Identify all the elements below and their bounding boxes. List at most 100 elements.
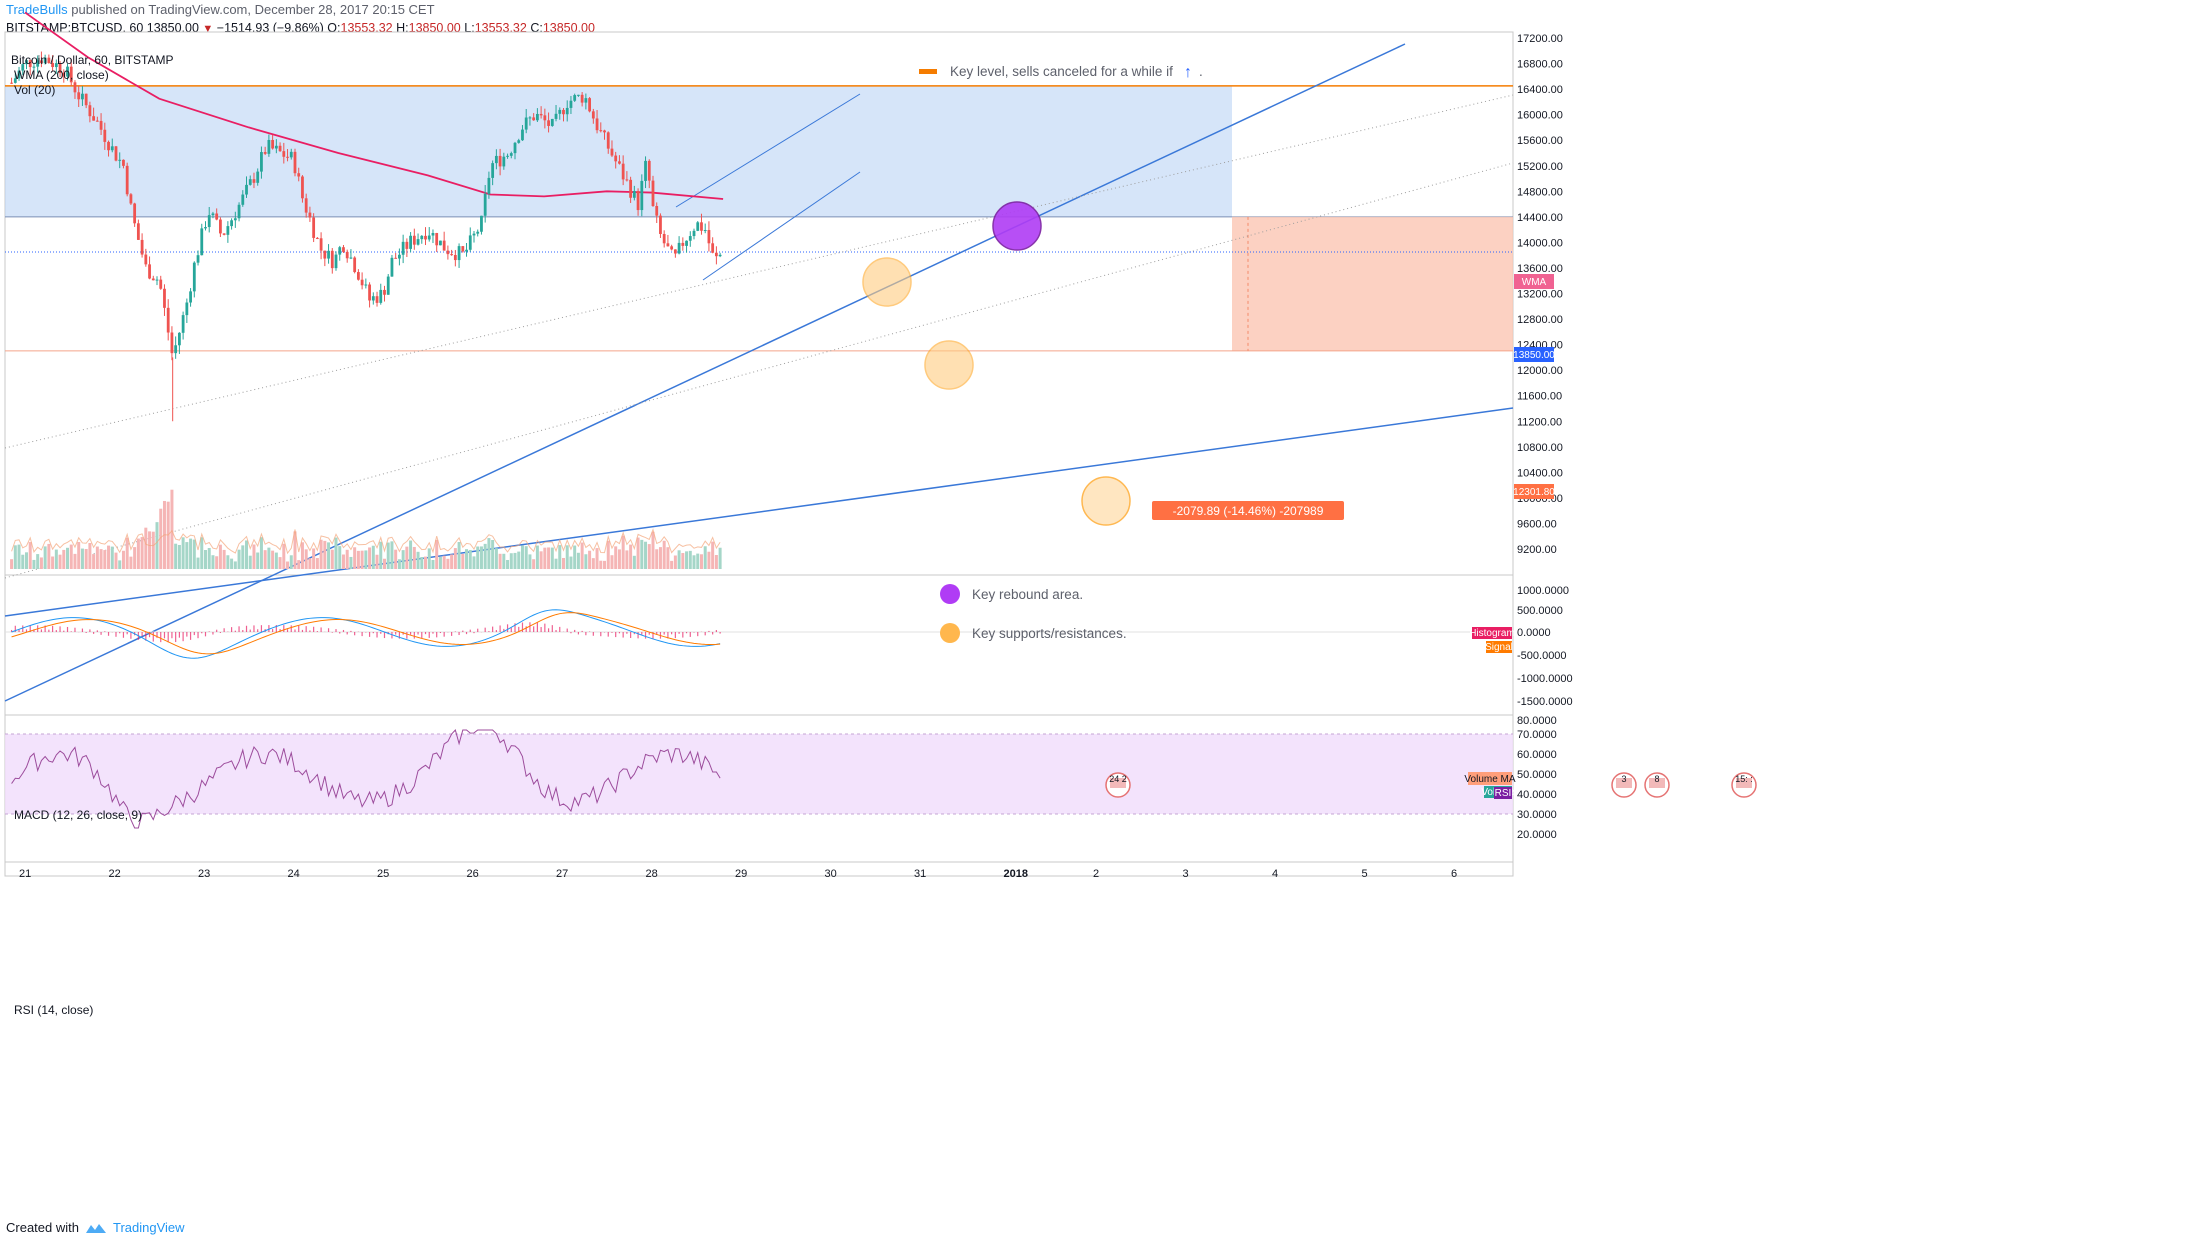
candle-body — [319, 238, 323, 251]
signal-line — [11, 612, 721, 655]
candle-body — [47, 57, 51, 64]
volume-bar — [73, 553, 77, 569]
volume-bar — [263, 550, 267, 569]
price-axis-tick: 9600.00 — [1517, 518, 1557, 530]
volume-bar — [524, 546, 528, 569]
price-axis-tick: 16400.00 — [1517, 84, 1563, 96]
time-axis-tick: 6 — [1451, 868, 1457, 880]
candle-body — [569, 100, 573, 108]
candle-body — [677, 242, 681, 254]
volume-bar — [595, 548, 599, 569]
candle-body — [40, 60, 43, 64]
author-link[interactable]: TradeBulls — [6, 2, 68, 17]
candle-body — [580, 94, 584, 103]
volume-bar — [259, 537, 263, 569]
candle-body — [200, 228, 204, 256]
price-axis-tick: 12800.00 — [1517, 314, 1563, 326]
volume-bar — [479, 546, 483, 569]
volume-bar — [599, 560, 603, 569]
footer-brand[interactable]: TradingView — [112, 1220, 185, 1235]
volume-bar — [461, 553, 465, 569]
candle-body — [69, 66, 73, 83]
volume-bar — [92, 554, 96, 569]
candle-body — [43, 57, 47, 64]
candle-body — [92, 116, 96, 121]
candle-body — [692, 230, 696, 237]
volume-bar — [699, 554, 703, 569]
candle-body — [386, 276, 390, 295]
volume-bar — [465, 549, 469, 569]
rsi-line — [11, 728, 721, 829]
candle-body — [659, 215, 662, 234]
volume-bar — [99, 549, 103, 569]
candle-body — [673, 249, 677, 254]
candle-body — [688, 236, 692, 241]
rebound-legend-text: Key rebound area. — [972, 587, 1083, 602]
zones — [5, 85, 1513, 352]
candle-body — [375, 296, 379, 303]
candle-body — [461, 246, 465, 252]
volume-bar — [673, 555, 677, 569]
volume-bar — [203, 550, 207, 569]
candle-body — [222, 233, 226, 235]
candle-body — [517, 140, 521, 143]
footer-created-with: Created with — [6, 1220, 79, 1235]
candle-body — [252, 179, 256, 183]
volume-bar — [282, 543, 286, 569]
volume-bar — [338, 546, 342, 569]
volume-bar — [573, 545, 577, 569]
candle-body — [81, 93, 84, 100]
candle-body — [260, 152, 263, 172]
event-marker-label: 24 2 — [1109, 774, 1127, 784]
candle-body — [230, 220, 233, 227]
candle-body — [177, 332, 181, 346]
volume-bar — [133, 547, 137, 569]
volume-bar — [621, 535, 625, 569]
volume-bar — [66, 547, 70, 569]
volume-bar — [405, 546, 409, 569]
candle-body — [647, 160, 651, 181]
rsi-axis-tick: 50.0000 — [1517, 769, 1557, 781]
rsi-axis-tick: 20.0000 — [1517, 829, 1557, 841]
price-axis-tick: 9200.00 — [1517, 544, 1557, 556]
candle-body — [107, 141, 110, 151]
candle-body — [427, 235, 431, 240]
candle-body — [140, 239, 144, 255]
volume-bar — [118, 560, 122, 569]
volume-bar — [13, 545, 17, 569]
candle-body — [54, 63, 58, 68]
price-axis-tick: 13200.00 — [1517, 289, 1563, 301]
volume-bar — [610, 555, 614, 569]
candle-body — [632, 190, 636, 198]
candle-body — [435, 232, 439, 246]
candle-body — [562, 109, 565, 115]
candle-body — [670, 246, 674, 250]
candle-body — [271, 139, 275, 149]
channel-bottom-line — [702, 171, 861, 281]
candle-body — [77, 92, 81, 100]
volume-bar — [677, 550, 681, 569]
candle-body — [498, 155, 502, 167]
footer: Created with TradingView — [6, 1220, 185, 1235]
volume-bar — [382, 558, 386, 569]
volume-bar — [662, 540, 666, 569]
candle-body — [651, 180, 655, 207]
blue-zone — [5, 85, 1232, 217]
candle-body — [163, 288, 166, 308]
volume-bar — [121, 550, 125, 569]
candle-body — [88, 105, 92, 117]
candle-body — [588, 98, 591, 112]
volume-bar — [334, 537, 338, 569]
volume-bar — [330, 549, 334, 569]
event-marker-label: 15: : — [1735, 774, 1753, 784]
volume-bar — [159, 508, 163, 569]
volume-bar — [95, 546, 99, 569]
time-axis-tick: 28 — [646, 868, 658, 880]
candle-body — [431, 232, 435, 236]
volume-bar — [614, 546, 618, 569]
candle-body — [476, 231, 480, 234]
price-axis-tick: 10800.00 — [1517, 442, 1563, 454]
volume-bar — [375, 554, 379, 569]
macd-axis-tick: 1000.0000 — [1517, 585, 1569, 597]
